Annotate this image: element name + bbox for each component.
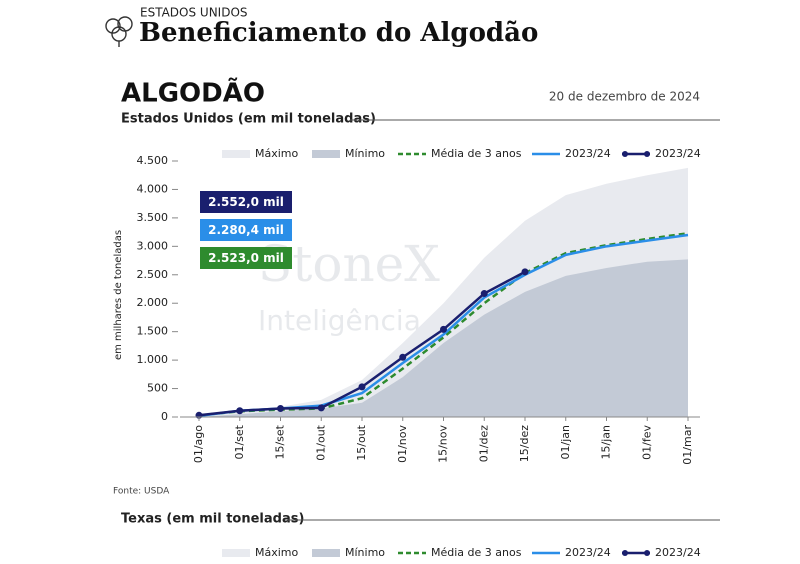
marker [440, 325, 447, 333]
legend-swatch [222, 150, 250, 158]
legend-swatch [222, 549, 250, 557]
x-tick-label: 15/set [274, 424, 287, 459]
legend-marker [622, 550, 628, 556]
legend-marker [622, 151, 628, 157]
legend-label: 2023/24 [655, 546, 701, 559]
x-tick-label: 01/jan [559, 425, 572, 460]
value-box-label: 2.523,0 mil [208, 251, 284, 265]
y-tick-label: 500 [147, 382, 168, 395]
legend-label: Mínimo [345, 147, 385, 160]
x-tick-label: 01/set [233, 424, 246, 459]
chart-title: ALGODÃO [121, 77, 265, 109]
legend-label: Mínimo [345, 546, 385, 559]
x-tick-label: 15/dez [518, 425, 531, 462]
legend-label: Média de 3 anos [431, 546, 522, 559]
y-tick-label: 1.500 [137, 325, 169, 338]
source: Fonte: USDA [113, 487, 170, 497]
legend-label: Máximo [255, 546, 299, 559]
y-axis-label: em milhares de toneladas [113, 230, 124, 360]
value-box [200, 219, 292, 241]
value-box-label: 2.280,4 mil [208, 223, 284, 237]
marker [236, 407, 244, 415]
legend-label: Máximo [255, 147, 299, 160]
marker [277, 404, 284, 412]
y-tick-label: 4.500 [137, 154, 169, 167]
x-tick-label: 01/dez [477, 425, 490, 462]
marker [521, 268, 529, 276]
marker [480, 290, 488, 298]
x-tick-label: 01/fev [640, 425, 653, 460]
legend-label: Média de 3 anos [431, 147, 522, 160]
value-box-label: 2.552,0 mil [208, 195, 284, 209]
x-tick-label: 01/ago [192, 425, 205, 463]
y-tick-label: 2.000 [137, 296, 169, 309]
y-tick-label: 2.500 [137, 268, 169, 281]
legend-swatch [312, 549, 340, 557]
legend-label: 2023/24 [565, 546, 611, 559]
x-tick-label: 01/out [314, 424, 327, 460]
marker [358, 383, 366, 391]
x-tick-label: 01/mar [681, 425, 694, 465]
legend-label: 2023/24 [655, 147, 701, 160]
legend-swatch [312, 150, 340, 158]
marker [399, 353, 407, 361]
legend-label: 2023/24 [565, 147, 611, 160]
y-tick-label: 3.000 [137, 239, 169, 252]
y-tick-label: 3.500 [137, 211, 169, 224]
value-box [200, 191, 292, 213]
y-tick-label: 1.000 [137, 353, 169, 366]
legend-marker [644, 550, 650, 556]
subtitle: Estados Unidos (em mil toneladas) [121, 112, 376, 127]
kicker: ESTADOS UNIDOS [140, 6, 248, 20]
x-tick-label: 01/nov [396, 425, 409, 463]
cotton-icon [105, 16, 133, 47]
x-tick-label: 15/jan [600, 425, 613, 460]
x-tick-label: 15/out [355, 424, 368, 460]
x-tick-label: 15/nov [437, 425, 450, 463]
y-tick-label: 4.000 [137, 182, 169, 195]
area [199, 259, 688, 417]
y-tick-label: 0 [161, 410, 168, 423]
date: 20 de dezembro de 2024 [549, 90, 700, 104]
marker [317, 404, 325, 412]
legend-marker [644, 151, 650, 157]
header-title: Beneficiamento do Algodão [139, 18, 538, 48]
value-box [200, 247, 292, 269]
texas-subtitle: Texas (em mil toneladas) [121, 512, 304, 527]
